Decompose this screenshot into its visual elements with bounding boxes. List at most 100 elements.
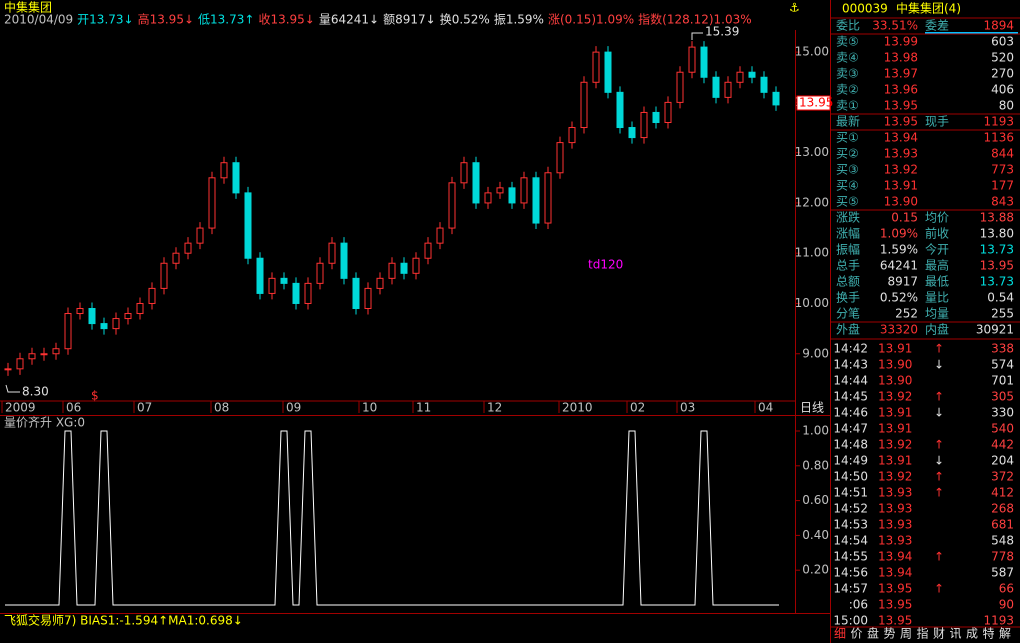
- x-tick-label: 02: [630, 401, 645, 415]
- x-tick-label: 11: [416, 401, 431, 415]
- candle: [112, 318, 120, 330]
- last-value: 13.95: [884, 115, 918, 129]
- tab[interactable]: 细: [834, 627, 846, 641]
- tick-price: 13.91: [878, 454, 912, 468]
- info-item: 高13.95↓: [138, 12, 194, 27]
- stat-key: 总额: [836, 275, 860, 289]
- tick-volume: 701: [991, 374, 1014, 388]
- tick-time: 14:50: [833, 470, 868, 484]
- tick-arrow: ↑: [934, 550, 944, 564]
- stat-value: 8917: [887, 275, 918, 289]
- bid-price: 13.90: [884, 195, 918, 209]
- candle: [196, 227, 204, 244]
- y-tick-label: 9.00: [802, 346, 829, 360]
- bid-label: 买③: [836, 163, 859, 177]
- candle: [424, 242, 432, 259]
- candle: [316, 262, 324, 284]
- tick-volume: 66: [999, 582, 1014, 596]
- tick-price: 13.93: [878, 534, 912, 548]
- candle: [232, 162, 240, 194]
- candle: [352, 277, 360, 310]
- candle: [436, 227, 444, 244]
- x-tick-label: 10: [362, 401, 377, 415]
- stat-value: 255: [991, 307, 1014, 321]
- candle: [388, 262, 396, 279]
- candle: [100, 323, 108, 330]
- y-tick-label: 0.60: [802, 493, 829, 507]
- stat-value: 1.59%: [880, 243, 918, 257]
- stat-key: 前收: [925, 226, 949, 241]
- tab[interactable]: 价: [851, 627, 863, 641]
- candle: [496, 187, 504, 194]
- candle: [172, 252, 180, 264]
- ask-volume: 80: [999, 99, 1014, 113]
- tick-volume: 587: [991, 566, 1014, 580]
- ask-price: 13.99: [884, 35, 918, 49]
- info-item: 涨(0.15)1.09%: [548, 12, 634, 27]
- weibi-value: 33.51%: [872, 19, 918, 33]
- tab[interactable]: 成: [966, 627, 978, 641]
- candle: [688, 46, 696, 73]
- y-tick-label: 12.00: [795, 195, 829, 209]
- tick-volume: 548: [991, 534, 1014, 548]
- candle: [448, 182, 456, 229]
- candle: [652, 111, 660, 124]
- tick-price: 13.91: [878, 406, 912, 420]
- tab[interactable]: 特: [983, 626, 995, 641]
- tab[interactable]: 周: [900, 627, 912, 641]
- tick-arrow: ↓: [934, 406, 944, 420]
- weibi-value: 1894: [983, 19, 1014, 33]
- weibi-key: 委差: [925, 19, 949, 33]
- stat-value: 13.80: [980, 227, 1014, 241]
- tick-time: 14:48: [833, 438, 868, 452]
- candle: [52, 348, 60, 355]
- tick-arrow: ↑: [934, 470, 944, 484]
- candle: [340, 242, 348, 279]
- stat-key: 涨跌: [836, 210, 860, 225]
- candle: [532, 177, 540, 224]
- tick-time: 14:42: [833, 342, 868, 356]
- x-tick-label: 07: [137, 401, 152, 415]
- period-label: 日线: [800, 401, 824, 415]
- ask-volume: 406: [991, 83, 1014, 97]
- stat-key: 今开: [925, 242, 949, 257]
- y-tick-label: 1.00: [802, 424, 829, 438]
- ask-label: 卖①: [836, 99, 859, 113]
- candle: [580, 81, 588, 129]
- tab[interactable]: 讯: [950, 627, 962, 641]
- candle: [268, 277, 276, 294]
- candle: [28, 353, 36, 360]
- candle: [376, 277, 384, 289]
- tick-arrow: ↑: [934, 486, 944, 500]
- stat-value: 0.54: [987, 291, 1014, 305]
- stat-value: 1.09%: [880, 227, 918, 241]
- bid-label: 买②: [836, 147, 859, 161]
- candle: [592, 51, 600, 83]
- tick-volume: 778: [991, 550, 1014, 564]
- stock-title: 中集集团: [4, 0, 52, 15]
- ask-price: 13.95: [884, 99, 918, 113]
- candle: [484, 192, 492, 204]
- tab[interactable]: 解: [999, 627, 1011, 641]
- tab[interactable]: 指: [917, 626, 929, 641]
- stat-value: 13.73: [980, 275, 1014, 289]
- ask-label: 卖②: [836, 83, 859, 97]
- tab[interactable]: 财: [933, 627, 945, 641]
- tick-volume: 330: [991, 406, 1014, 420]
- info-item: 低13.73↑: [198, 13, 254, 27]
- tick-time: 14:51: [833, 486, 868, 500]
- tick-volume: 204: [991, 454, 1014, 468]
- candle: [760, 76, 768, 93]
- leader: [5, 384, 20, 393]
- anchor-icon[interactable]: ⚓: [789, 1, 800, 15]
- candle: [556, 142, 564, 174]
- stat-value: 64241: [880, 259, 918, 273]
- tab[interactable]: 盘: [867, 626, 879, 641]
- leader: [691, 32, 703, 40]
- tab[interactable]: 势: [884, 627, 896, 641]
- tick-time: 14:45: [833, 390, 868, 404]
- candle: [616, 91, 624, 129]
- tick-time: 14:55: [833, 550, 868, 564]
- tick-volume: 268: [991, 502, 1014, 516]
- stat-value: 252: [895, 307, 918, 321]
